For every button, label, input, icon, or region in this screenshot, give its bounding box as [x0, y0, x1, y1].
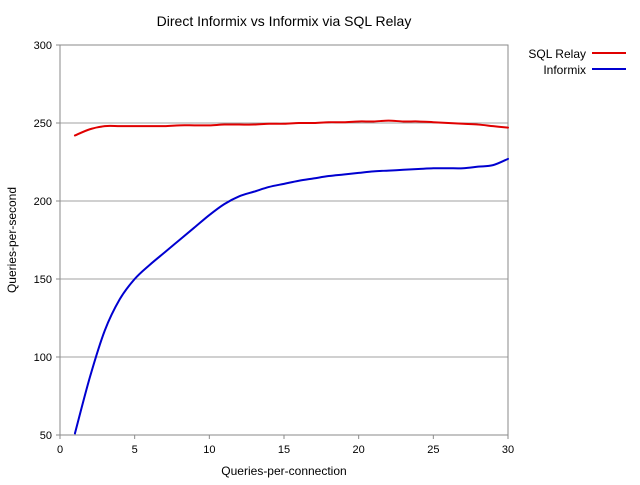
series-lines [73, 119, 509, 435]
x-tick-label-0: 0 [57, 444, 63, 456]
x-tick-label-25: 25 [427, 444, 439, 456]
y-tick-label-150: 150 [34, 274, 52, 286]
y-tick-label-50: 50 [40, 430, 52, 442]
y-tick-label-200: 200 [34, 196, 52, 208]
x-tick-label-15: 15 [278, 444, 290, 456]
y-tick-label-250: 250 [34, 118, 52, 130]
series-line-informix [73, 157, 509, 435]
legend-label-sql-relay: SQL Relay [528, 47, 586, 61]
x-tick-label-20: 20 [353, 444, 365, 456]
legend-label-informix: Informix [543, 63, 586, 77]
y-tick-label-100: 100 [34, 352, 52, 364]
x-axis-label: Queries-per-connection [221, 464, 346, 478]
legend: SQL Relay Informix [528, 47, 626, 77]
y-axis-label: Queries-per-second [5, 187, 19, 293]
series-line-sql-relay [73, 119, 509, 137]
chart-title: Direct Informix vs Informix via SQL Rela… [157, 13, 412, 29]
x-tick-label-5: 5 [132, 444, 138, 456]
y-tick-label-300: 300 [34, 40, 52, 52]
axis-ticks: 50 100 150 200 250 300 0 5 10 15 20 25 30 [34, 40, 514, 456]
x-tick-label-10: 10 [203, 444, 215, 456]
x-tick-label-30: 30 [502, 444, 514, 456]
